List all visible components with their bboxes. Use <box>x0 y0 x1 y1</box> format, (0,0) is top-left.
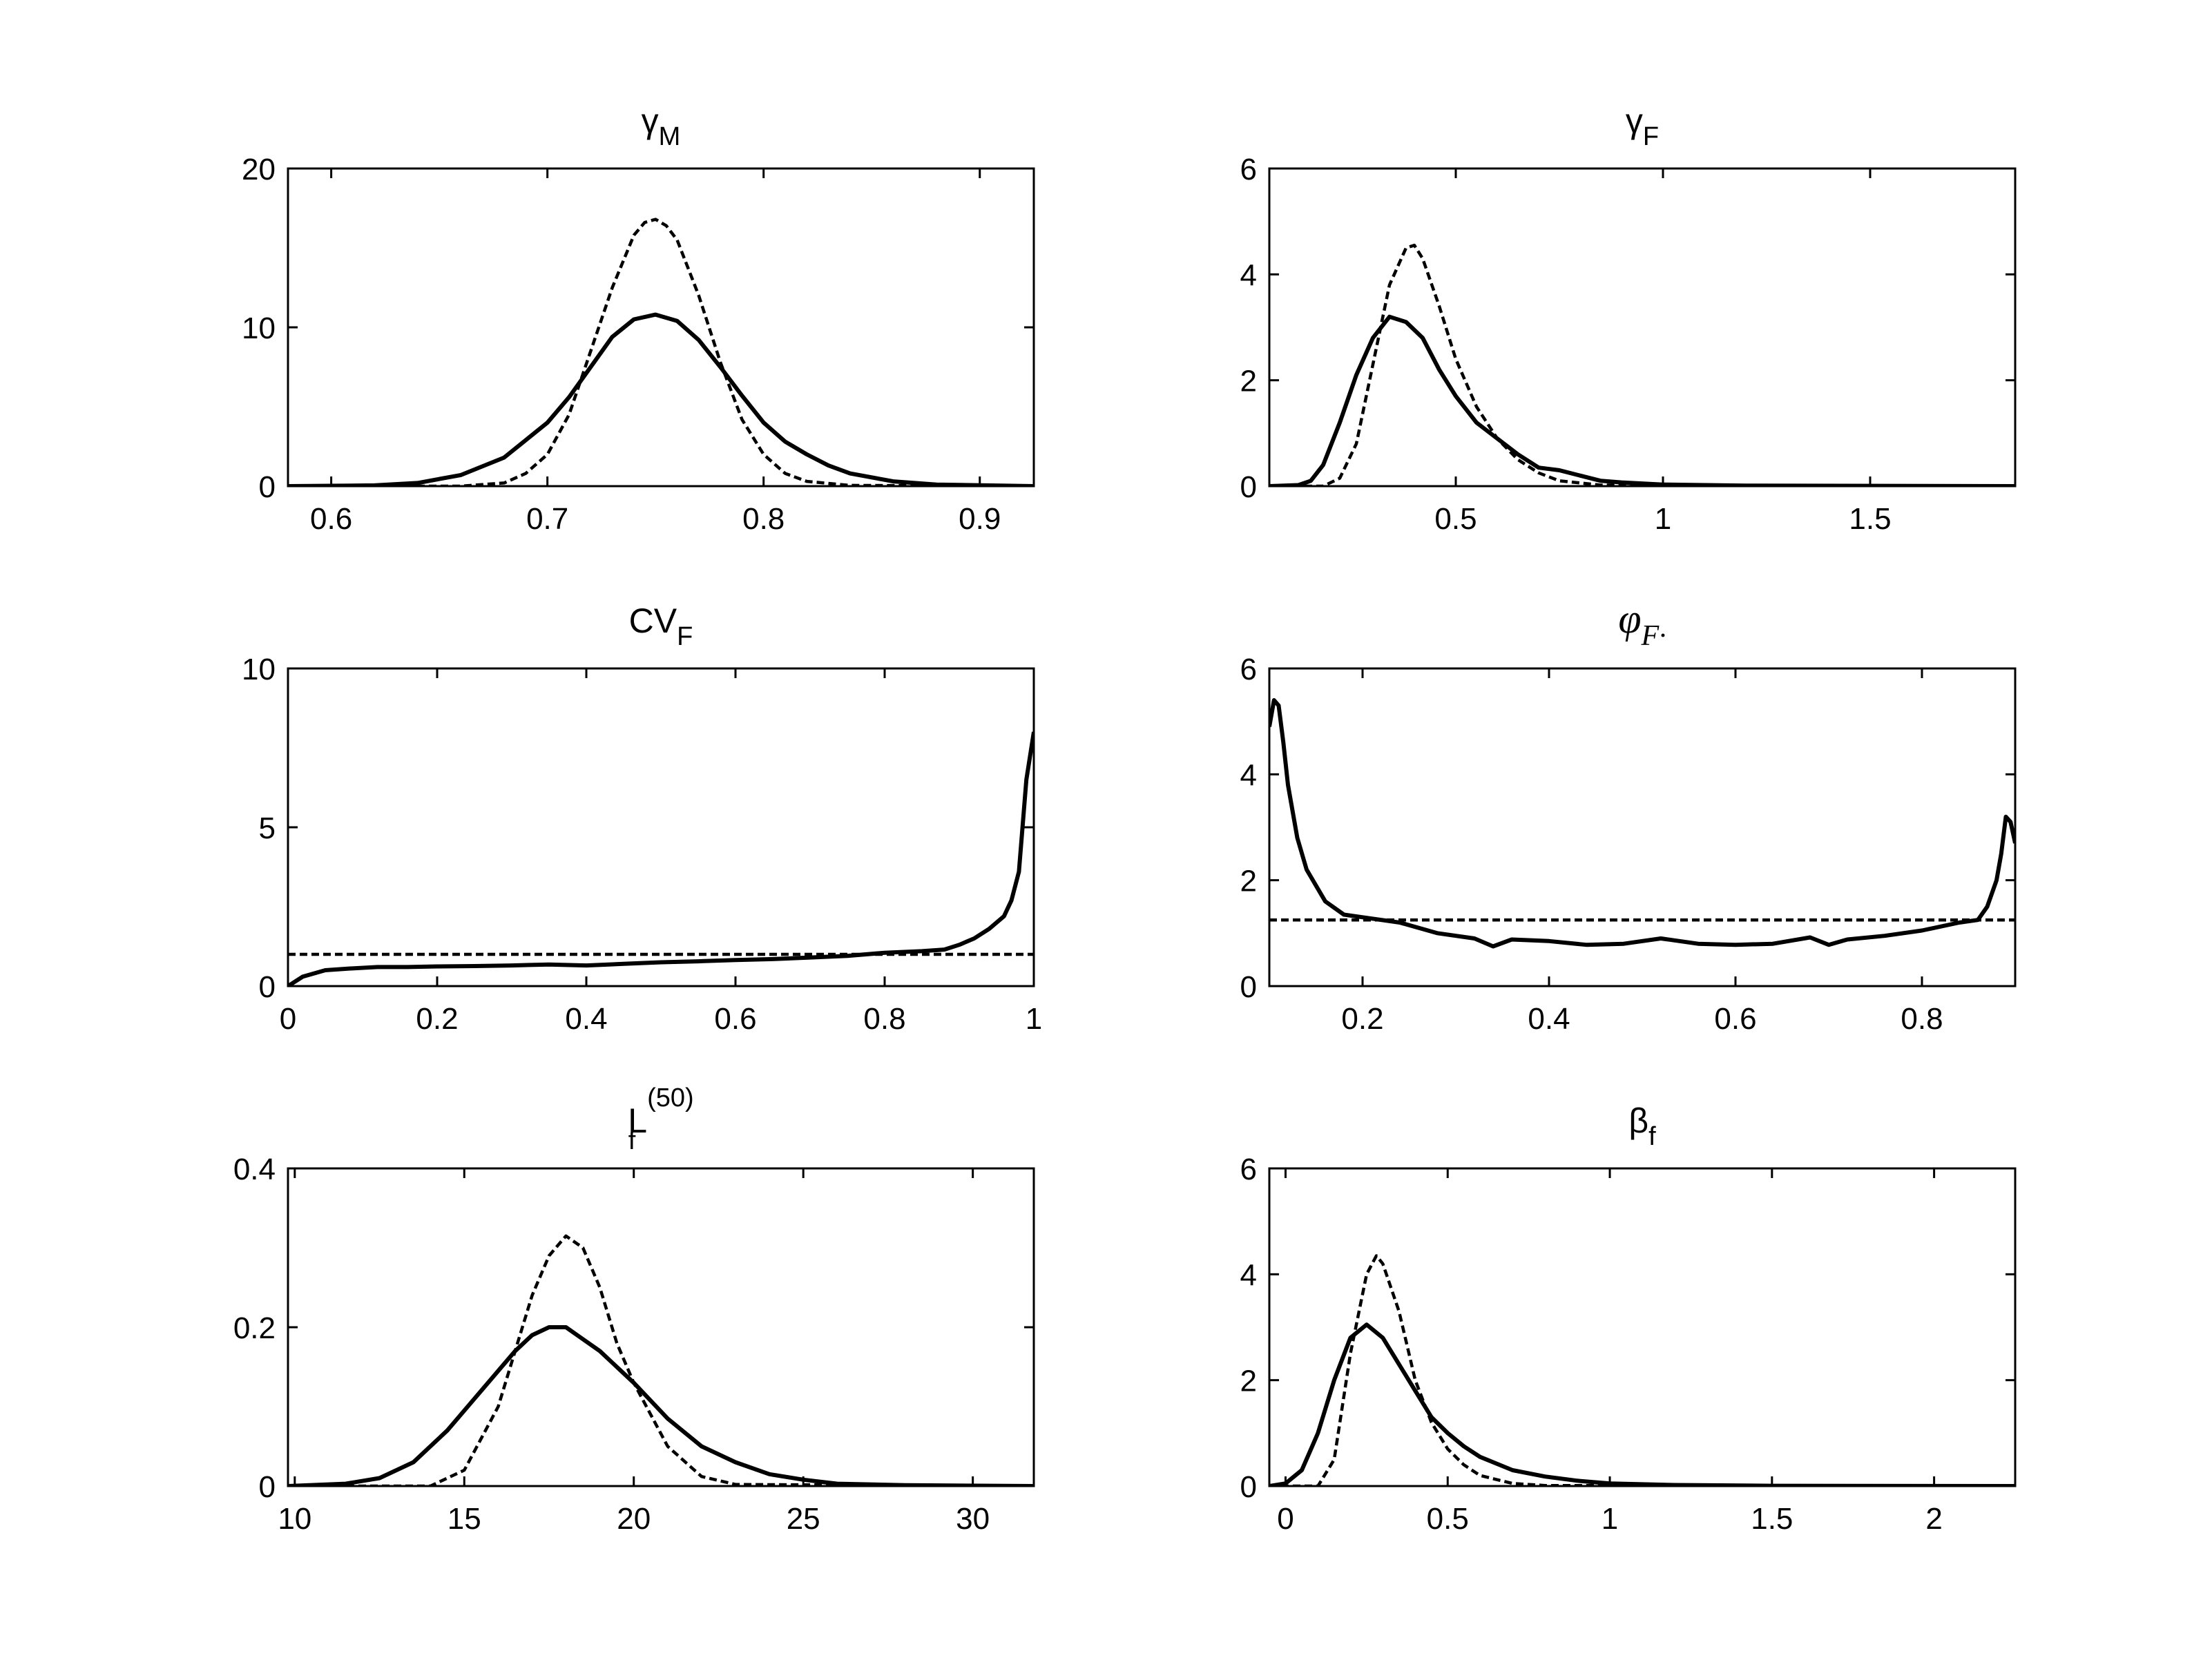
y-tick-label: 0 <box>1240 970 1257 1004</box>
prior-density-line <box>1269 243 2015 486</box>
subplot-title: CVF <box>629 601 693 651</box>
x-tick-label: 0 <box>1277 1502 1293 1536</box>
x-tick-label: 0.2 <box>1341 1002 1383 1036</box>
x-tick-label: 1.5 <box>1751 1502 1793 1536</box>
x-tick-label: 1 <box>1602 1502 1618 1536</box>
prior-density-line <box>288 218 1034 486</box>
y-tick-label: 0.2 <box>233 1311 276 1345</box>
posterior-density-line <box>1269 1322 2015 1486</box>
x-tick-label: 0.8 <box>742 502 785 536</box>
x-tick-label: 0.8 <box>1901 1002 1943 1036</box>
x-tick-label: 25 <box>787 1502 820 1536</box>
axes-box <box>287 1167 1035 1487</box>
x-tick-label: 2 <box>1925 1502 1942 1536</box>
x-tick-label: 10 <box>278 1502 311 1536</box>
y-tick-label: 2 <box>1240 865 1257 898</box>
y-tick-label: 5 <box>259 811 276 845</box>
subplot-1: 0.6 0.7 0.8 0.9 0 10 20 γM <box>242 102 1035 536</box>
posterior-density-line <box>288 731 1034 986</box>
x-tick-label: 0 <box>280 1002 296 1036</box>
subplot-title: φF· <box>1618 596 1666 652</box>
x-tick-label: 0.6 <box>714 1002 756 1036</box>
y-tick-label: 6 <box>1240 653 1257 686</box>
prior-density-line <box>288 1234 1034 1486</box>
y-tick-label: 10 <box>242 311 276 345</box>
y-tick-label: 6 <box>1240 1153 1257 1186</box>
x-tick-label: 0.6 <box>310 502 352 536</box>
y-tick-label: 0 <box>259 470 276 504</box>
y-tick-label: 6 <box>1240 153 1257 186</box>
x-tick-label: 0.9 <box>959 502 1001 536</box>
x-tick-label: 0.5 <box>1434 502 1477 536</box>
x-tick-label: 15 <box>448 1502 481 1536</box>
posterior-density-line <box>288 1325 1034 1486</box>
subplot-title: L(50) f <box>628 1083 693 1155</box>
subplot-6: 0 0.5 1 1.5 2 0 2 4 6 βf <box>1240 1101 2017 1536</box>
y-tick-label: 4 <box>1240 258 1257 292</box>
x-tick-label: 0.4 <box>565 1002 607 1036</box>
y-tick-label: 0 <box>259 1470 276 1504</box>
x-tick-label: 0.6 <box>1714 1002 1756 1036</box>
y-tick-label: 20 <box>242 153 276 186</box>
x-tick-label: 0.8 <box>863 1002 905 1036</box>
y-tick-label: 4 <box>1240 1258 1257 1292</box>
subplot-title: βf <box>1628 1101 1656 1151</box>
posterior-density-line <box>1269 314 2015 486</box>
y-tick-label: 0 <box>259 970 276 1004</box>
x-tick-label: 1.5 <box>1849 502 1891 536</box>
axes-box <box>287 167 1035 488</box>
posterior-density-line <box>1269 698 2015 949</box>
subplot-5: 10 15 20 25 30 0 0.2 0.4 L(50) f <box>233 1083 1035 1536</box>
x-tick-label: 1 <box>1026 1002 1042 1036</box>
posterior-density-line <box>288 312 1034 486</box>
prior-density-line <box>1269 1254 2015 1486</box>
y-tick-label: 0.4 <box>233 1153 276 1186</box>
subplot-title: γF <box>1626 102 1659 151</box>
x-tick-label: 1 <box>1655 502 1671 536</box>
x-tick-label: 0.5 <box>1427 1502 1469 1536</box>
y-tick-label: 10 <box>242 653 276 686</box>
x-tick-label: 0.2 <box>416 1002 458 1036</box>
x-tick-label: 0.7 <box>526 502 568 536</box>
axes-box <box>1268 1167 2017 1487</box>
x-tick-label: 0.4 <box>1528 1002 1570 1036</box>
subplot-title: γM <box>642 102 681 151</box>
y-tick-label: 0 <box>1240 470 1257 504</box>
x-tick-label: 30 <box>956 1502 990 1536</box>
subplot-2: 0.5 1 1.5 0 2 4 6 γF <box>1240 102 2017 536</box>
y-tick-label: 2 <box>1240 365 1257 398</box>
axes-box <box>287 667 1035 987</box>
subplot-4: 0.2 0.4 0.6 0.8 0 2 4 6 φF· <box>1240 596 2017 1036</box>
x-tick-label: 20 <box>617 1502 651 1536</box>
y-tick-label: 2 <box>1240 1365 1257 1398</box>
axes-box <box>1268 667 2017 987</box>
y-tick-label: 0 <box>1240 1470 1257 1504</box>
y-tick-label: 4 <box>1240 758 1257 792</box>
